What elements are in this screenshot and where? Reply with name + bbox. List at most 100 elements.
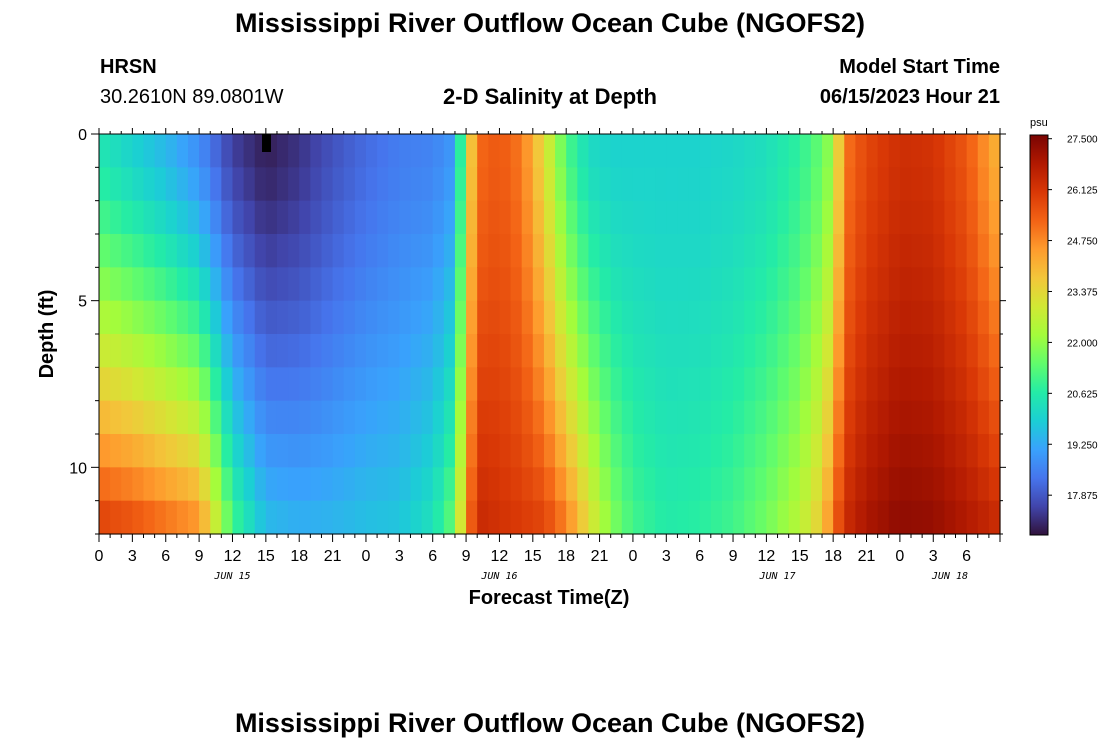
heatmap-cell	[510, 167, 523, 202]
heatmap-cell	[577, 367, 590, 402]
heatmap-cell	[621, 234, 634, 268]
heatmap-cell	[810, 300, 823, 335]
heatmap-cell	[154, 400, 167, 435]
heatmap-cell	[621, 134, 634, 168]
heatmap-cell	[421, 134, 434, 168]
heatmap-cell	[833, 367, 845, 402]
heatmap-cell	[810, 200, 823, 235]
heatmap-cell	[922, 434, 934, 468]
heatmap-cell	[254, 434, 267, 468]
heatmap-cell	[577, 267, 590, 302]
heatmap-cell	[855, 134, 868, 168]
heatmap-cell	[699, 334, 712, 368]
heatmap-cell	[632, 367, 645, 402]
heatmap-cell	[121, 467, 133, 502]
heatmap-cell	[888, 200, 901, 235]
heatmap-cell	[710, 200, 723, 235]
heatmap-cell	[532, 367, 545, 402]
heatmap-cell	[377, 467, 389, 502]
heatmap-cell	[165, 167, 178, 202]
heatmap-cell	[232, 467, 245, 502]
heatmap-cell	[899, 267, 912, 302]
heatmap-cell	[632, 400, 645, 435]
heatmap-cell	[977, 467, 990, 502]
heatmap-cell	[810, 134, 823, 168]
heatmap-cell	[877, 267, 890, 302]
heatmap-cell	[744, 167, 756, 202]
heatmap-cell	[199, 167, 211, 202]
heatmap-cell	[410, 400, 423, 435]
heatmap-cell	[877, 367, 890, 402]
heatmap-cell	[154, 267, 167, 302]
heatmap-cell	[766, 200, 779, 235]
heatmap-cell	[888, 234, 901, 268]
heatmap-cell	[677, 134, 690, 168]
heatmap-cell	[99, 200, 111, 235]
x-tick-label: 18	[557, 548, 575, 565]
heatmap-cell	[199, 267, 211, 302]
colorbar: 27.500 26.125 24.750 23.375 22.000 20.625 19.2…	[1029, 134, 1098, 536]
heatmap-cell	[833, 434, 845, 468]
heatmap-cell	[288, 134, 300, 168]
heatmap-cell	[121, 300, 133, 335]
heatmap-cell	[299, 167, 311, 202]
heatmap-cell	[132, 467, 145, 502]
heatmap-cell	[788, 267, 801, 302]
heatmap-cell	[210, 400, 222, 435]
heatmap-cell	[955, 434, 968, 468]
heatmap-cell	[354, 167, 367, 202]
heatmap-cell	[621, 300, 634, 335]
heatmap-cell	[666, 467, 679, 502]
heatmap-cell	[733, 367, 745, 402]
heatmap-cell	[110, 167, 122, 202]
heatmap-cell	[911, 267, 923, 302]
heatmap-cell	[888, 134, 901, 168]
heatmap-cell	[276, 167, 289, 202]
heatmap-cell	[288, 167, 300, 202]
heatmap-cell	[510, 367, 523, 402]
heatmap-cell	[710, 500, 723, 535]
heatmap-cell	[454, 434, 467, 468]
heatmap-cell	[310, 400, 323, 435]
heatmap-cell	[432, 200, 445, 235]
heatmap-cell	[666, 134, 679, 168]
heatmap-cell	[799, 400, 812, 435]
heatmap-cell	[755, 267, 767, 302]
heatmap-cell	[699, 167, 712, 202]
heatmap-cell	[510, 200, 523, 235]
heatmap-cell	[310, 134, 323, 168]
heatmap-cell	[644, 300, 656, 335]
heatmap-cell	[165, 134, 178, 168]
heatmap-cell	[833, 200, 845, 235]
heatmap-cell	[521, 134, 534, 168]
heatmap-cell	[810, 167, 823, 202]
heatmap-cell	[588, 267, 601, 302]
heatmap-cell	[187, 234, 200, 268]
heatmap-cell	[232, 267, 245, 302]
heatmap-cell	[833, 134, 845, 168]
heatmap-cell	[966, 300, 979, 335]
heatmap-cell	[199, 467, 211, 502]
heatmap-cell	[788, 167, 801, 202]
heatmap-cell	[210, 200, 222, 235]
heatmap-cell	[866, 334, 879, 368]
heatmap-cell	[988, 300, 1001, 335]
heatmap-cell	[265, 134, 278, 168]
heatmap-cell	[276, 300, 289, 335]
heatmap-cell	[733, 200, 745, 235]
heatmap-cell	[988, 334, 1001, 368]
heatmap-cell	[922, 334, 934, 368]
heatmap-cell	[288, 200, 300, 235]
heatmap-cell	[610, 334, 623, 368]
heatmap-cell	[265, 500, 278, 535]
heatmap-cell	[833, 234, 845, 268]
heatmap-cell	[543, 500, 556, 535]
heatmap-cell	[933, 300, 945, 335]
heatmap-cell	[187, 134, 200, 168]
heatmap-cell	[955, 300, 968, 335]
heatmap-cell	[888, 434, 901, 468]
heatmap-cell	[288, 400, 300, 435]
heatmap-cell	[766, 167, 779, 202]
heatmap-cell	[788, 400, 801, 435]
heatmap-cell	[343, 334, 356, 368]
